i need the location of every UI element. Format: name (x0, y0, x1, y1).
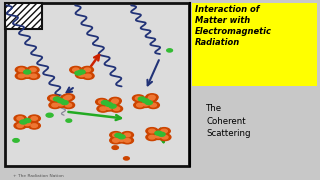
Circle shape (105, 102, 112, 106)
Circle shape (28, 122, 40, 129)
Circle shape (17, 117, 23, 120)
Circle shape (101, 101, 108, 105)
Circle shape (135, 96, 142, 100)
Circle shape (24, 70, 31, 74)
Circle shape (140, 101, 152, 107)
Circle shape (31, 124, 37, 127)
Circle shape (158, 128, 170, 134)
Circle shape (65, 95, 72, 99)
Text: The
Coherent
Scattering: The Coherent Scattering (206, 104, 251, 138)
Circle shape (97, 105, 109, 112)
Circle shape (147, 102, 159, 109)
Circle shape (14, 122, 26, 129)
Circle shape (110, 132, 122, 138)
Circle shape (66, 119, 72, 122)
Circle shape (108, 98, 121, 105)
Circle shape (84, 68, 91, 72)
Circle shape (161, 129, 167, 133)
Circle shape (24, 122, 30, 126)
Circle shape (112, 146, 118, 149)
Circle shape (146, 128, 158, 134)
Circle shape (167, 49, 172, 52)
Circle shape (150, 103, 156, 107)
Circle shape (106, 106, 112, 109)
Circle shape (78, 70, 85, 74)
Circle shape (162, 135, 168, 139)
Circle shape (46, 113, 53, 117)
Circle shape (58, 102, 64, 106)
Circle shape (142, 102, 149, 106)
Circle shape (145, 101, 152, 105)
Circle shape (149, 95, 155, 99)
Circle shape (62, 102, 75, 109)
Circle shape (109, 97, 121, 104)
Circle shape (14, 115, 26, 122)
Circle shape (20, 120, 27, 124)
Circle shape (17, 124, 23, 127)
Circle shape (116, 136, 128, 143)
Circle shape (111, 100, 118, 104)
Circle shape (100, 107, 106, 111)
Circle shape (28, 73, 40, 79)
Circle shape (113, 107, 120, 111)
Circle shape (134, 102, 146, 109)
Circle shape (30, 68, 36, 72)
Circle shape (145, 95, 157, 102)
Circle shape (142, 99, 149, 103)
Text: Interaction of
Matter with
Electromagnetic
Radiation: Interaction of Matter with Electromagnet… (195, 5, 272, 47)
Circle shape (124, 133, 131, 137)
Circle shape (115, 133, 122, 137)
Circle shape (146, 94, 158, 101)
Circle shape (85, 74, 91, 78)
Circle shape (48, 95, 60, 102)
Circle shape (49, 102, 61, 109)
Circle shape (52, 103, 58, 107)
Circle shape (78, 73, 85, 77)
Circle shape (138, 97, 145, 101)
Circle shape (60, 95, 73, 102)
Circle shape (57, 99, 64, 103)
Circle shape (28, 115, 40, 122)
Circle shape (113, 133, 119, 137)
Circle shape (73, 68, 79, 72)
Circle shape (24, 119, 31, 123)
Circle shape (18, 74, 25, 78)
Circle shape (113, 139, 119, 142)
Circle shape (149, 129, 155, 133)
Circle shape (21, 120, 33, 127)
Circle shape (21, 71, 33, 78)
Circle shape (53, 97, 60, 101)
Circle shape (118, 138, 125, 141)
Circle shape (75, 71, 82, 75)
Circle shape (159, 134, 171, 141)
Circle shape (121, 137, 133, 144)
Circle shape (13, 139, 19, 142)
Circle shape (70, 66, 82, 73)
Circle shape (118, 135, 125, 139)
Circle shape (109, 104, 116, 108)
Circle shape (121, 132, 133, 138)
Circle shape (63, 96, 70, 100)
Circle shape (99, 100, 105, 104)
FancyBboxPatch shape (5, 3, 42, 29)
Circle shape (61, 101, 68, 105)
Circle shape (65, 103, 72, 107)
Circle shape (31, 117, 37, 120)
Circle shape (112, 99, 118, 103)
FancyBboxPatch shape (192, 3, 317, 86)
Circle shape (155, 134, 162, 138)
Circle shape (27, 66, 39, 73)
Circle shape (76, 71, 88, 78)
Circle shape (103, 104, 115, 111)
Circle shape (124, 157, 129, 160)
Circle shape (124, 139, 131, 142)
Circle shape (149, 135, 155, 139)
Circle shape (137, 103, 143, 107)
Circle shape (96, 98, 108, 105)
Circle shape (152, 133, 164, 140)
Circle shape (30, 74, 37, 78)
FancyBboxPatch shape (5, 3, 189, 166)
Circle shape (62, 94, 75, 101)
Circle shape (148, 96, 155, 100)
